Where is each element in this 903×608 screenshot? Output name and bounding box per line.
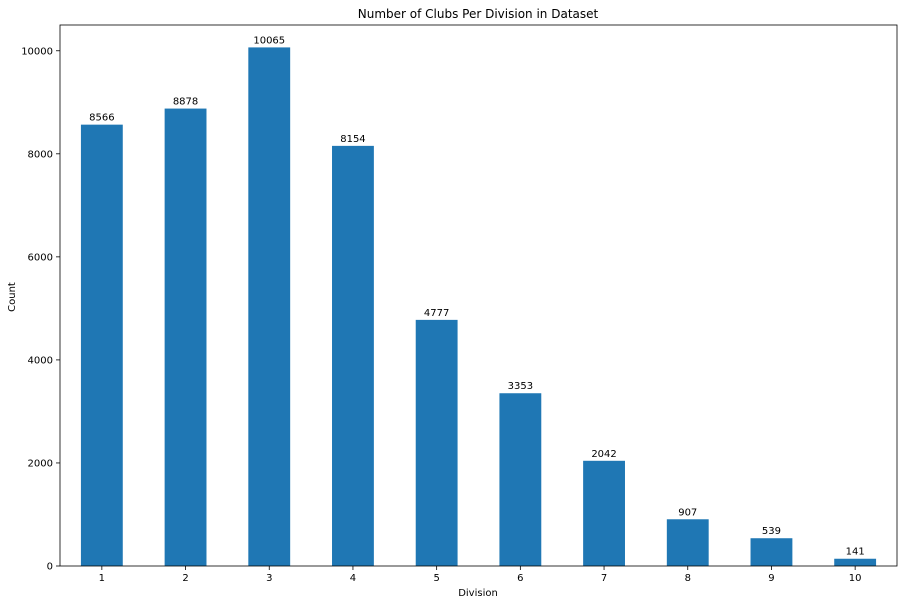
y-axis-title: Count xyxy=(7,282,18,312)
bar-value-label: 8154 xyxy=(340,134,365,145)
bar-division-8 xyxy=(666,519,709,566)
y-tick-label: 0 xyxy=(47,562,53,573)
y-tick-label: 8000 xyxy=(28,149,53,160)
bar-value-label: 539 xyxy=(762,526,781,537)
bar-division-1 xyxy=(80,124,123,567)
bar-division-5 xyxy=(415,319,458,566)
x-tick-label: 9 xyxy=(768,573,774,584)
x-tick-label: 2 xyxy=(182,573,188,584)
bar-value-label: 10065 xyxy=(253,35,285,46)
plot-frame xyxy=(59,24,898,567)
x-tick-label: 3 xyxy=(266,573,272,584)
plot-area: 8566887810065815447773353204290753914102… xyxy=(21,24,898,584)
x-tick-label: 5 xyxy=(433,573,439,584)
bar-division-3 xyxy=(248,47,291,567)
y-tick-label: 4000 xyxy=(28,355,53,366)
x-tick-label: 10 xyxy=(849,573,862,584)
bar-value-label: 141 xyxy=(846,547,865,558)
bar-value-label: 2042 xyxy=(591,449,616,460)
bar-division-6 xyxy=(499,393,542,566)
bar-division-4 xyxy=(332,145,374,566)
bar-division-2 xyxy=(164,108,207,566)
y-tick-label: 10000 xyxy=(21,46,53,57)
bar-value-label: 4777 xyxy=(424,308,449,319)
y-tick-label: 2000 xyxy=(28,458,53,469)
x-tick-label: 7 xyxy=(601,573,607,584)
bar-value-label: 8566 xyxy=(89,113,114,124)
chart-title: Number of Clubs Per Division in Dataset xyxy=(358,7,599,21)
x-tick-label: 1 xyxy=(99,573,105,584)
bar-division-10 xyxy=(834,558,877,566)
x-axis-title: Division xyxy=(458,588,498,599)
bar-value-label: 8878 xyxy=(173,97,198,108)
bar-value-label: 3353 xyxy=(508,381,533,392)
x-tick-label: 6 xyxy=(517,573,523,584)
bar-division-9 xyxy=(750,538,793,566)
x-tick-label: 8 xyxy=(685,573,691,584)
x-tick-label: 4 xyxy=(350,573,356,584)
bar-division-7 xyxy=(583,460,625,566)
y-tick-label: 6000 xyxy=(28,252,53,263)
bar-value-label: 907 xyxy=(678,507,697,518)
